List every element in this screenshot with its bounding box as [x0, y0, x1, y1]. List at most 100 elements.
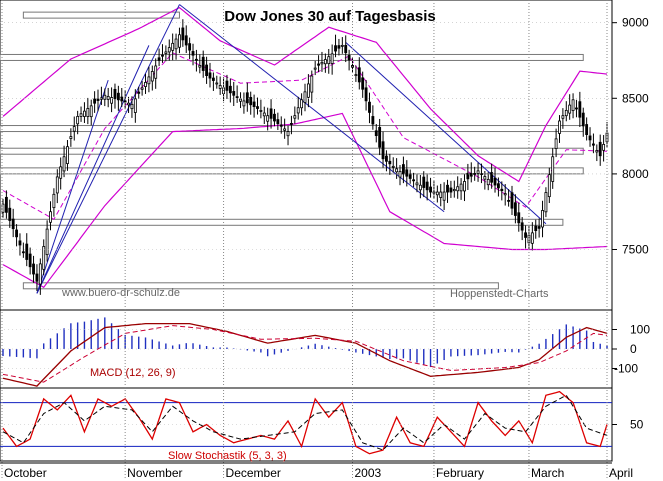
candle-body: [554, 138, 558, 149]
macd-line: [2, 322, 608, 387]
x-tick-label: 2003: [355, 466, 382, 480]
candle-body: [283, 128, 287, 131]
candle-body: [96, 98, 100, 101]
candle-body: [357, 67, 361, 83]
candle-body: [530, 232, 534, 244]
candle-body: [42, 246, 46, 270]
candle-body: [242, 100, 246, 107]
candle-body: [69, 136, 73, 139]
candle-body: [344, 44, 348, 54]
candle-body: [368, 101, 371, 113]
macd-y-label: 100: [630, 323, 650, 337]
candle-body: [496, 183, 500, 189]
candle-body: [520, 222, 524, 231]
candle-body: [486, 178, 490, 186]
trendline: [36, 79, 109, 294]
candle-body: [171, 42, 175, 51]
candle-body: [215, 82, 219, 85]
candle-body: [558, 120, 561, 134]
candle-body: [55, 176, 59, 194]
trendline: [36, 45, 150, 294]
candle-body: [1, 203, 5, 213]
macd-y-label: -100: [614, 362, 638, 376]
candle-body: [62, 156, 66, 172]
candle-body: [507, 199, 511, 202]
x-tick-label: April: [609, 466, 633, 480]
candle-body: [313, 67, 317, 70]
candle-body: [361, 77, 365, 90]
candle-body: [310, 75, 314, 93]
candle-body: [296, 107, 300, 114]
candle-body: [259, 109, 263, 112]
candle-body: [446, 184, 449, 193]
candle-body: [93, 98, 97, 104]
candle-body: [564, 109, 568, 117]
candle-body: [449, 187, 453, 193]
candle-body: [405, 169, 409, 177]
price-y-label: 8000: [622, 167, 649, 181]
candle-body: [412, 179, 416, 182]
candle-body: [150, 71, 154, 82]
stochastic-d-line: [2, 394, 608, 451]
candle-body: [11, 218, 15, 230]
macd-signal-line: [2, 325, 608, 383]
watermark-right: Hoppenstedt-Charts: [450, 288, 549, 300]
candle-body: [401, 164, 405, 175]
candle-body: [408, 174, 412, 179]
candle-body: [59, 166, 63, 179]
candle-body: [52, 193, 56, 209]
candle-body: [581, 112, 585, 127]
candle-body: [378, 127, 382, 148]
macd-label: MACD (12, 26, 9): [90, 367, 176, 379]
candle-body: [72, 126, 76, 132]
candle-body: [130, 103, 134, 110]
candle-body: [493, 177, 497, 186]
candle-body: [79, 113, 83, 117]
candle-body: [262, 112, 266, 117]
candle-body: [337, 45, 341, 49]
candle-body: [181, 27, 185, 41]
candle-body: [537, 226, 541, 229]
candle-body: [18, 240, 22, 246]
candle-body: [395, 168, 399, 173]
candle-body: [201, 56, 205, 71]
candle-body: [273, 113, 276, 122]
candle-body: [140, 87, 144, 90]
candle-body: [452, 189, 456, 192]
candle-body: [8, 207, 12, 221]
candle-body: [347, 54, 351, 61]
candle-body: [188, 43, 192, 51]
candle-body: [547, 174, 551, 198]
candle-body: [239, 98, 242, 102]
candle-body: [422, 176, 426, 188]
horizontal-level: [0, 53, 584, 61]
candle-body: [588, 135, 592, 141]
candle-body: [483, 176, 487, 180]
candle-body: [323, 59, 327, 65]
candle-body: [456, 186, 460, 192]
candle-body: [578, 101, 582, 118]
candle-body: [211, 77, 215, 81]
candle-body: [113, 88, 117, 100]
candle-body: [605, 132, 609, 143]
candle-body: [500, 188, 504, 192]
candle-body: [154, 65, 158, 79]
candle-body: [279, 124, 283, 127]
candle-body: [137, 91, 141, 94]
horizontal-level: [0, 147, 584, 155]
candle-body: [469, 172, 473, 177]
horizontal-level: [0, 218, 564, 226]
candle-body: [38, 263, 42, 285]
candle-body: [266, 115, 270, 122]
candle-body: [133, 98, 137, 113]
candle-body: [232, 91, 236, 96]
candle-body: [235, 96, 239, 99]
candle-body: [300, 99, 304, 109]
candle-body: [290, 122, 293, 125]
candle-body: [184, 35, 188, 46]
candle-body: [303, 91, 307, 103]
candle-body: [15, 229, 18, 238]
candle-body: [571, 99, 575, 111]
candle-body: [435, 191, 439, 196]
candle-body: [157, 57, 161, 61]
